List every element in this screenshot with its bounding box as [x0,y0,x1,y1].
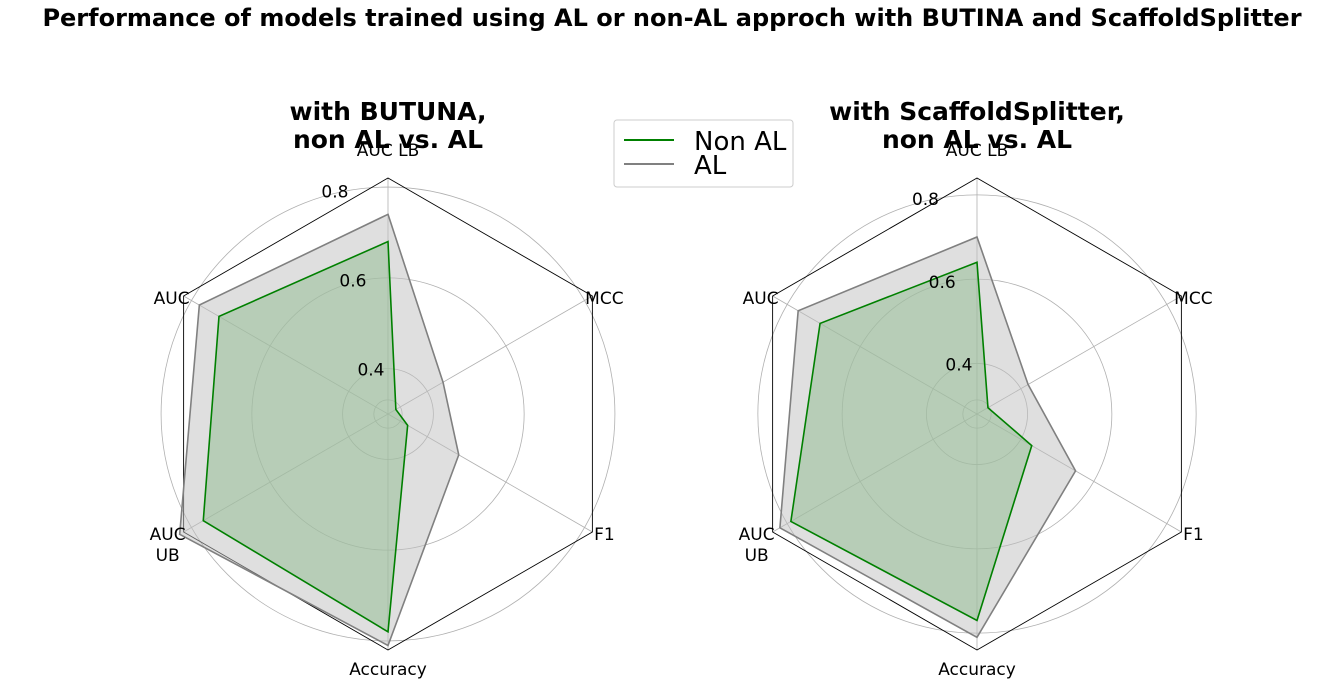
chart-title-line: non AL vs. AL [293,125,483,154]
axis-label-accuracy: Accuracy [938,660,1016,680]
radar-chart-butina: with BUTUNA,non AL vs. AL 0.4 0.6 0.8 AUC LB… [150,97,624,680]
radial-tick-label: 0.6 [339,272,366,292]
axis-label-mcc: MCC [1174,289,1212,309]
radar-chart-scaffoldsplitter: with ScaffoldSplitter,non AL vs. AL 0.4 0.… [739,97,1213,680]
axis-label-auc-lb: AUC LB [946,141,1008,161]
legend: Non AL AL [613,119,794,188]
axis-label-auc-ub: UB [156,546,180,566]
radial-tick-label: 0.8 [321,183,348,203]
axis-label-auc-ub: AUC [150,525,186,545]
chart-title-line: with ScaffoldSplitter, [829,97,1125,126]
legend-frame [613,119,794,188]
axis-label-auc-lb: AUC LB [357,141,419,161]
chart-title-line: non AL vs. AL [882,125,1072,154]
radial-tick-label: 0.8 [912,190,939,210]
series-area-non-al [790,262,1032,621]
axis-label-auc: AUC [743,289,779,309]
axis-label-accuracy: Accuracy [349,660,427,680]
axis-label-auc-ub: AUC [739,525,775,545]
axis-label-mcc: MCC [585,289,623,309]
figure-suptitle: Performance of models trained using AL o… [42,4,1301,32]
radial-tick-label: 0.4 [357,361,384,381]
series-area-non-al [203,241,408,632]
axis-label-auc-ub: UB [745,546,769,566]
radial-tick-label: 0.4 [945,355,972,375]
axis-label-f1: F1 [594,525,615,545]
chart-title-line: with BUTUNA, [289,97,486,126]
legend-label-non-al: Non AL [694,127,787,157]
axis-label-f1: F1 [1183,525,1204,545]
radar-frame [183,177,593,651]
legend-label-al: AL [694,151,727,181]
radar-frame [772,177,1182,651]
axis-label-auc: AUC [154,289,190,309]
radial-tick-label: 0.6 [929,273,956,293]
